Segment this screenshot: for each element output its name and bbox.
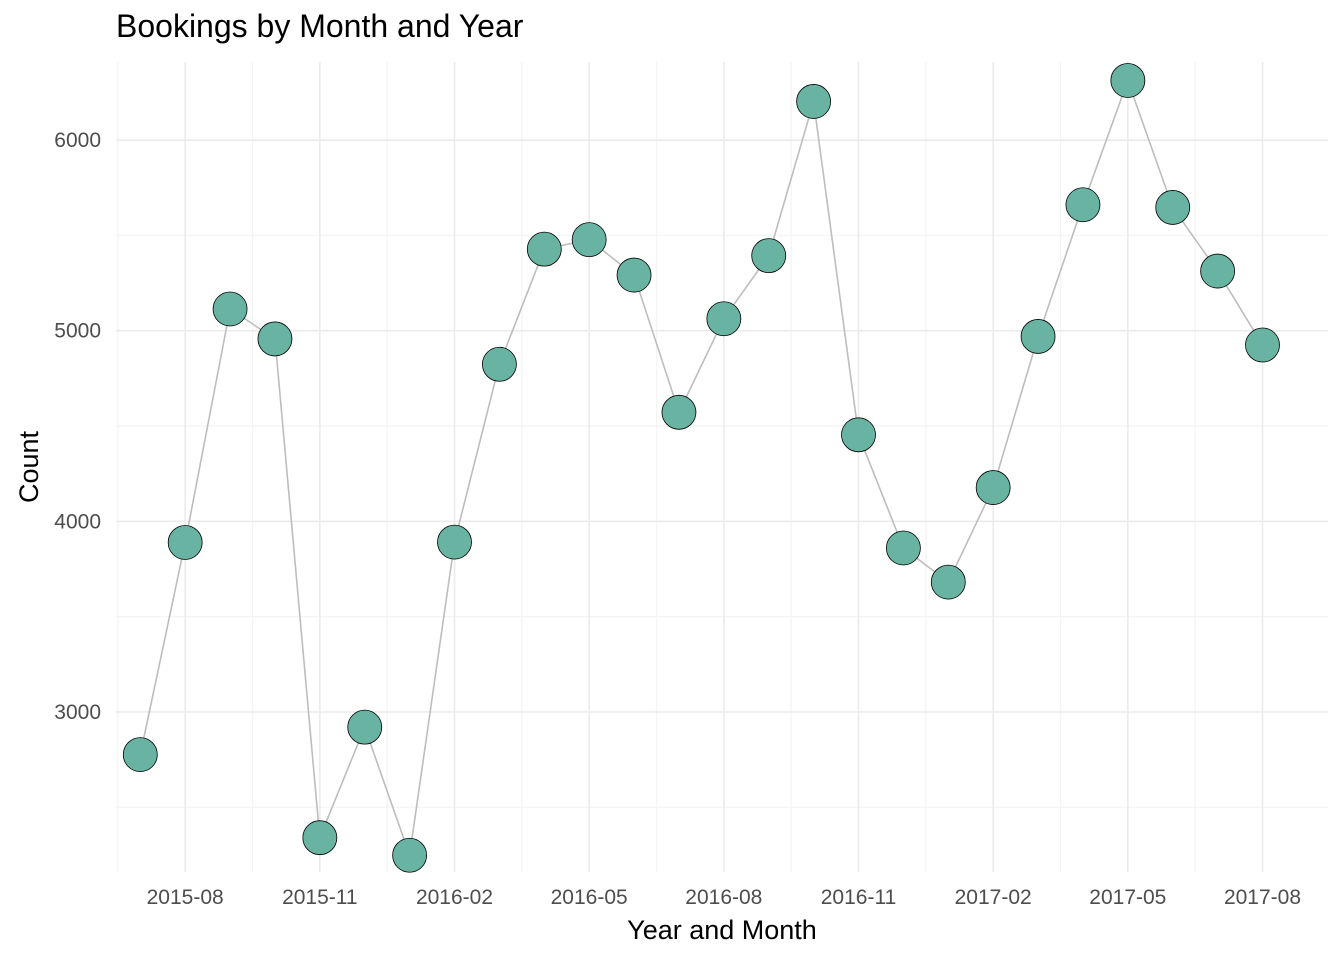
x-tick-label: 2016-11 — [821, 886, 897, 909]
x-tick-label: 2017-02 — [955, 886, 1032, 909]
data-point-2016-08 — [706, 301, 742, 337]
x-tick-label: 2016-08 — [685, 886, 762, 909]
data-point-2016-12 — [885, 530, 921, 566]
y-axis-tick-labels: 3000 4000 5000 6000 — [54, 129, 101, 724]
chart-title: Bookings by Month and Year — [116, 8, 524, 44]
data-point-2016-09 — [751, 238, 787, 274]
data-point-2017-08 — [1245, 327, 1280, 363]
data-point-2015-12 — [347, 709, 383, 745]
data-point-2016-07 — [661, 394, 697, 430]
data-point-2016-04 — [526, 231, 562, 267]
data-point-2017-07 — [1200, 253, 1236, 289]
data-points — [122, 63, 1280, 873]
x-tick-label: 2016-05 — [551, 886, 628, 909]
data-point-2017-04 — [1065, 187, 1101, 223]
data-point-2017-05 — [1110, 63, 1146, 98]
data-point-2015-10 — [257, 321, 293, 357]
data-point-2016-06 — [616, 257, 652, 293]
data-point-2016-03 — [481, 346, 517, 382]
x-tick-label: 2015-08 — [147, 886, 224, 909]
x-axis-tick-labels: 2015-08 2015-11 2016-02 2016-05 2016-08 2016-… — [147, 886, 1301, 909]
minor-gridlines — [116, 62, 1328, 872]
y-tick-label: 6000 — [54, 129, 101, 152]
x-tick-label: 2015-11 — [282, 886, 358, 909]
data-point-2015-08 — [167, 525, 203, 560]
data-point-2016-05 — [571, 222, 607, 258]
data-point-2015-09 — [212, 291, 248, 327]
y-axis-title: Count — [14, 430, 44, 503]
y-tick-label: 4000 — [54, 510, 101, 533]
x-tick-label: 2017-08 — [1224, 886, 1301, 909]
x-tick-label: 2016-02 — [416, 886, 493, 909]
x-tick-label: 2017-05 — [1089, 886, 1166, 909]
x-axis-title: Year and Month — [627, 915, 817, 945]
data-point-2015-07 — [122, 737, 158, 772]
data-point-2015-11 — [302, 820, 338, 856]
data-point-2017-03 — [1020, 319, 1056, 354]
data-point-2017-06 — [1155, 190, 1191, 225]
data-point-2016-02 — [437, 524, 472, 560]
data-point-2017-01 — [930, 564, 966, 600]
series-line — [139, 78, 1264, 856]
major-gridlines — [116, 62, 1328, 872]
data-point-2016-10 — [796, 84, 832, 119]
series-line-group — [139, 78, 1264, 856]
y-tick-label: 3000 — [54, 701, 101, 724]
data-point-2016-11 — [841, 417, 876, 453]
data-point-2016-01 — [392, 837, 428, 873]
y-tick-label: 5000 — [54, 320, 101, 343]
data-point-2017-02 — [975, 470, 1011, 505]
